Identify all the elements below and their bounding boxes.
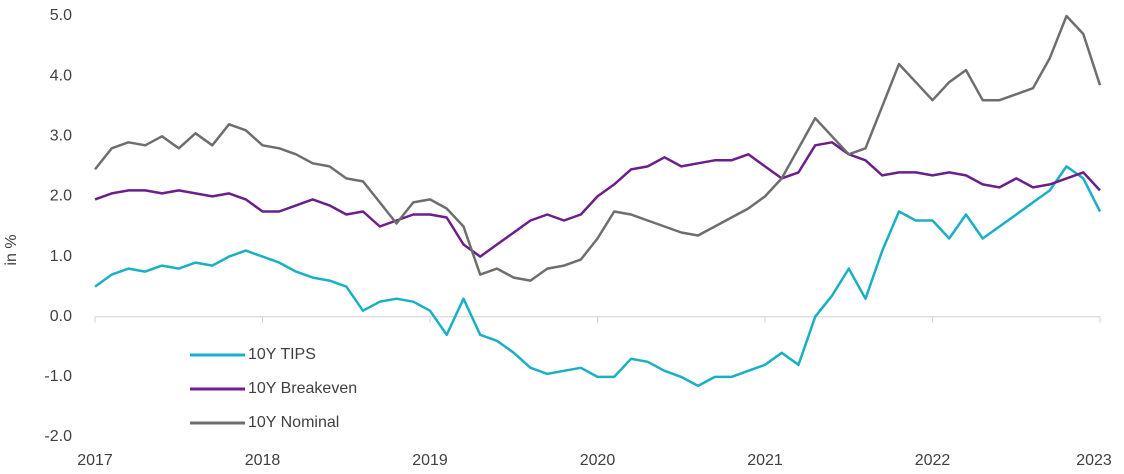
- x-tick-label: 2020: [580, 452, 616, 469]
- series-line: [94, 14, 1102, 282]
- series-line: [94, 165, 1102, 388]
- y-tick-label: 5.0: [50, 7, 72, 24]
- legend-label: 10Y Breakeven: [248, 380, 357, 397]
- x-tick-label: 2019: [412, 452, 448, 469]
- y-tick-label: -1.0: [44, 368, 72, 385]
- y-tick-label: 0.0: [50, 308, 72, 325]
- y-tick-label: 1.0: [50, 248, 72, 265]
- series-line: [94, 141, 1101, 258]
- x-tick-label: 2022: [915, 452, 951, 469]
- x-tick-label: 2021: [747, 452, 783, 469]
- legend-label: 10Y TIPS: [248, 346, 316, 363]
- y-axis-label: in %: [3, 234, 20, 265]
- y-tick-label: -2.0: [44, 428, 72, 445]
- y-tick-label: 4.0: [50, 67, 72, 84]
- y-tick-label: 2.0: [50, 188, 72, 205]
- y-tick-label: 3.0: [50, 128, 72, 145]
- x-tick-label: 2023: [1076, 452, 1112, 469]
- legend-label: 10Y Nominal: [248, 414, 339, 431]
- x-tick-label: 2017: [77, 452, 113, 469]
- x-tick-label: 2018: [245, 452, 281, 469]
